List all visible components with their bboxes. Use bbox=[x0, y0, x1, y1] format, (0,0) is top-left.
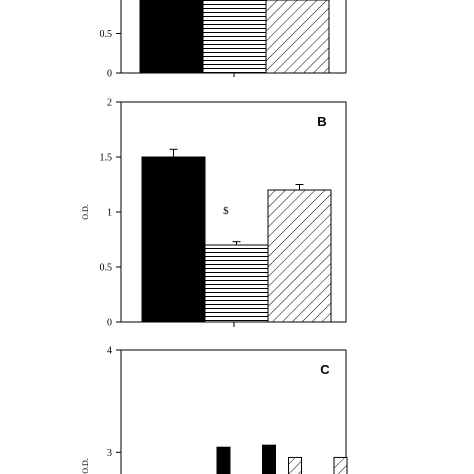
panel-c-frame bbox=[120, 349, 347, 474]
panel-b-error-bars bbox=[169, 148, 304, 245]
panel-a-y-ticks: 00.5 bbox=[100, 29, 121, 80]
panel-a-bar-1 bbox=[139, 0, 204, 74]
panel-b-y-tick-label: 2 bbox=[107, 98, 112, 109]
panel-a-bar-3 bbox=[265, 0, 330, 74]
panel-c-y-ticks: 34 bbox=[107, 346, 121, 459]
panel-b-y-tick-label: 1 bbox=[107, 208, 112, 219]
panel-a-y-tick-label: 0 bbox=[107, 69, 112, 80]
panel-b-y-axis-label: O.D. bbox=[81, 204, 90, 220]
panel-b-y-tick-label: 1.5 bbox=[100, 153, 113, 164]
panel-c: 34 C O.D. bbox=[81, 346, 348, 474]
panel-b-y-ticks: 0 0.5 1 1.5 2 bbox=[100, 98, 121, 329]
panel-b-bar-3 bbox=[267, 189, 332, 323]
panel-c-label: C bbox=[320, 362, 330, 377]
panel-c-bars bbox=[216, 444, 348, 474]
panel-a-bar-2 bbox=[202, 0, 267, 74]
panel-b-y-tick-label: 0.5 bbox=[100, 263, 113, 274]
panel-a: 00.5 bbox=[100, 0, 347, 80]
panel-b-annotation-1: * bbox=[192, 205, 198, 217]
panel-c-bar-g5-s3 bbox=[333, 456, 348, 474]
panel-b: 00.511.52 * $ B O.D. bbox=[81, 98, 347, 329]
panel-b-label: B bbox=[317, 114, 326, 129]
panel-b-annotations: * $ bbox=[192, 205, 229, 217]
panel-c-bar-g4-s3 bbox=[288, 456, 302, 474]
panel-b-y-tick-label: 0 bbox=[107, 318, 112, 329]
panel-a-y-tick-label: 0.5 bbox=[100, 29, 113, 40]
panel-c-bar-g3-s1 bbox=[216, 446, 231, 474]
panel-c-y-tick-label: 4 bbox=[107, 346, 112, 357]
panel-b-bars bbox=[141, 156, 332, 323]
panel-c-y-axis-label: O.D. bbox=[81, 458, 90, 474]
panel-a-bars bbox=[139, 0, 330, 74]
panel-b-bar-1 bbox=[141, 156, 206, 323]
panel-b-bar-2 bbox=[204, 244, 269, 323]
panel-c-bar-g4-s1 bbox=[262, 444, 276, 474]
panel-b-annotation-2: $ bbox=[223, 205, 229, 217]
panel-c-y-tick-label: 3 bbox=[107, 448, 112, 459]
